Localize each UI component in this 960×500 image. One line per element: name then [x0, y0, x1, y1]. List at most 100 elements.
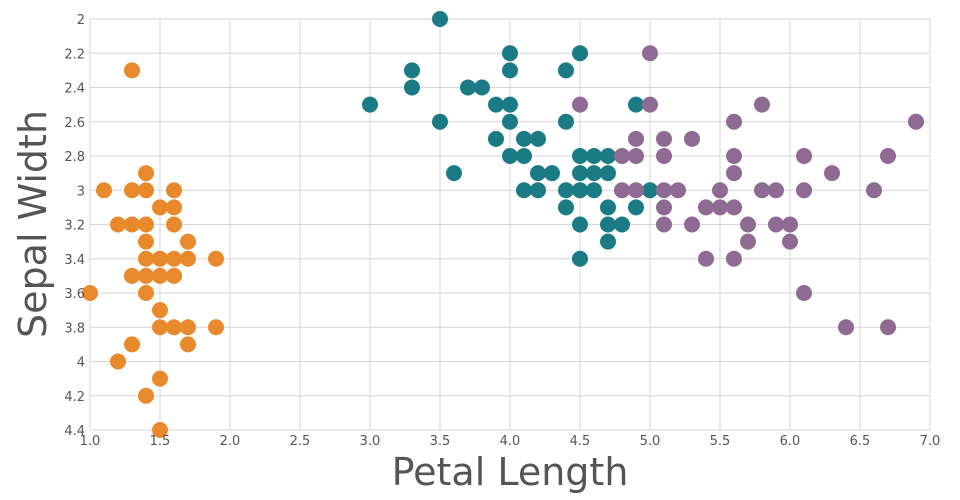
data-point-series-2 — [502, 62, 518, 79]
data-point-series-3 — [712, 199, 728, 216]
data-point-series-3 — [642, 45, 658, 62]
data-point-series-1 — [138, 233, 154, 250]
y-tick-label: 4.4 — [64, 424, 85, 439]
x-tick-label: 4.5 — [570, 434, 591, 449]
data-point-series-1 — [124, 216, 140, 233]
data-point-series-3 — [880, 148, 896, 164]
data-point-series-2 — [586, 182, 602, 199]
data-point-series-2 — [502, 113, 518, 130]
data-point-series-2 — [572, 45, 588, 62]
data-point-series-2 — [558, 182, 574, 199]
data-point-series-2 — [600, 216, 616, 233]
data-point-series-2 — [530, 165, 546, 182]
data-point-series-2 — [558, 62, 574, 79]
data-point-series-3 — [768, 182, 784, 199]
data-point-series-1 — [138, 182, 154, 199]
data-point-series-1 — [166, 216, 182, 233]
data-point-series-3 — [628, 130, 644, 147]
data-point-series-2 — [502, 148, 518, 164]
data-point-series-1 — [138, 250, 154, 267]
data-point-series-2 — [544, 165, 560, 182]
data-point-series-1 — [152, 302, 168, 319]
data-point-series-1 — [124, 267, 140, 284]
data-point-series-2 — [502, 96, 518, 113]
data-point-series-1 — [82, 285, 98, 301]
data-point-series-2 — [586, 165, 602, 182]
data-point-series-1 — [138, 216, 154, 233]
data-point-series-3 — [908, 113, 924, 130]
data-point-series-3 — [656, 182, 672, 199]
data-point-series-1 — [152, 422, 168, 438]
data-point-series-1 — [166, 250, 182, 267]
y-tick-label: 3 — [77, 184, 85, 199]
y-tick-label: 3.4 — [64, 253, 85, 268]
x-tick-label: 5.5 — [710, 434, 731, 449]
x-axis-title: Petal Length — [392, 450, 629, 494]
data-point-series-3 — [824, 165, 840, 182]
data-point-series-1 — [208, 319, 224, 336]
data-point-series-2 — [572, 250, 588, 267]
x-tick-label: 7.0 — [920, 434, 941, 449]
x-tick-label: 1.5 — [150, 434, 171, 449]
data-point-series-1 — [138, 285, 154, 301]
x-tick-label: 2.0 — [220, 434, 241, 449]
data-point-series-2 — [362, 96, 378, 113]
data-point-series-3 — [726, 165, 742, 182]
data-point-series-2 — [572, 148, 588, 164]
x-tick-label: 3.0 — [360, 434, 381, 449]
data-point-series-1 — [152, 199, 168, 216]
data-point-series-3 — [628, 182, 644, 199]
data-point-series-3 — [684, 216, 700, 233]
y-tick-label: 3.2 — [64, 219, 85, 234]
data-point-series-2 — [572, 165, 588, 182]
data-point-series-3 — [712, 182, 728, 199]
y-tick-label: 4.2 — [64, 390, 85, 405]
data-point-series-3 — [796, 148, 812, 164]
data-point-series-2 — [628, 96, 644, 113]
y-tick-label: 2.4 — [64, 82, 85, 97]
data-point-series-3 — [656, 148, 672, 164]
data-point-series-2 — [404, 62, 420, 79]
data-point-series-1 — [180, 250, 196, 267]
data-point-series-1 — [180, 233, 196, 250]
data-point-series-1 — [152, 319, 168, 336]
data-point-series-1 — [166, 199, 182, 216]
data-point-series-3 — [796, 285, 812, 301]
x-tick-label: 3.5 — [430, 434, 451, 449]
data-point-series-3 — [670, 182, 686, 199]
data-point-series-3 — [614, 148, 630, 164]
data-point-series-3 — [740, 216, 756, 233]
data-point-series-2 — [474, 79, 490, 96]
data-point-series-2 — [432, 11, 448, 27]
data-point-series-2 — [530, 130, 546, 147]
data-point-series-1 — [138, 387, 154, 404]
data-point-series-1 — [208, 250, 224, 267]
data-point-series-2 — [600, 148, 616, 164]
y-tick-label: 4 — [77, 356, 85, 371]
data-point-series-3 — [698, 199, 714, 216]
data-point-series-3 — [838, 319, 854, 336]
x-tick-label: 4.0 — [500, 434, 521, 449]
data-point-series-1 — [110, 353, 126, 370]
data-point-series-2 — [432, 113, 448, 130]
data-point-series-2 — [628, 199, 644, 216]
data-point-series-2 — [404, 79, 420, 96]
x-tick-label: 6.5 — [850, 434, 871, 449]
data-point-series-2 — [446, 165, 462, 182]
y-tick-label: 2.6 — [64, 116, 85, 131]
data-point-series-2 — [600, 165, 616, 182]
data-points — [82, 11, 924, 438]
data-point-series-3 — [726, 113, 742, 130]
x-tick-label: 1.0 — [80, 434, 101, 449]
data-point-series-3 — [866, 182, 882, 199]
data-point-series-3 — [614, 182, 630, 199]
data-point-series-2 — [530, 182, 546, 199]
data-point-series-2 — [614, 216, 630, 233]
data-point-series-1 — [166, 267, 182, 284]
data-point-series-2 — [558, 199, 574, 216]
y-axis-title: Sepal Width — [11, 110, 55, 338]
data-point-series-1 — [152, 267, 168, 284]
data-point-series-3 — [656, 216, 672, 233]
x-axis-ticks: 1.0 1.5 2.0 2.5 3.0 3.5 4.0 4.5 5.0 5.5 6.0 6.5 7.0 — [80, 434, 941, 449]
data-point-series-2 — [516, 182, 532, 199]
